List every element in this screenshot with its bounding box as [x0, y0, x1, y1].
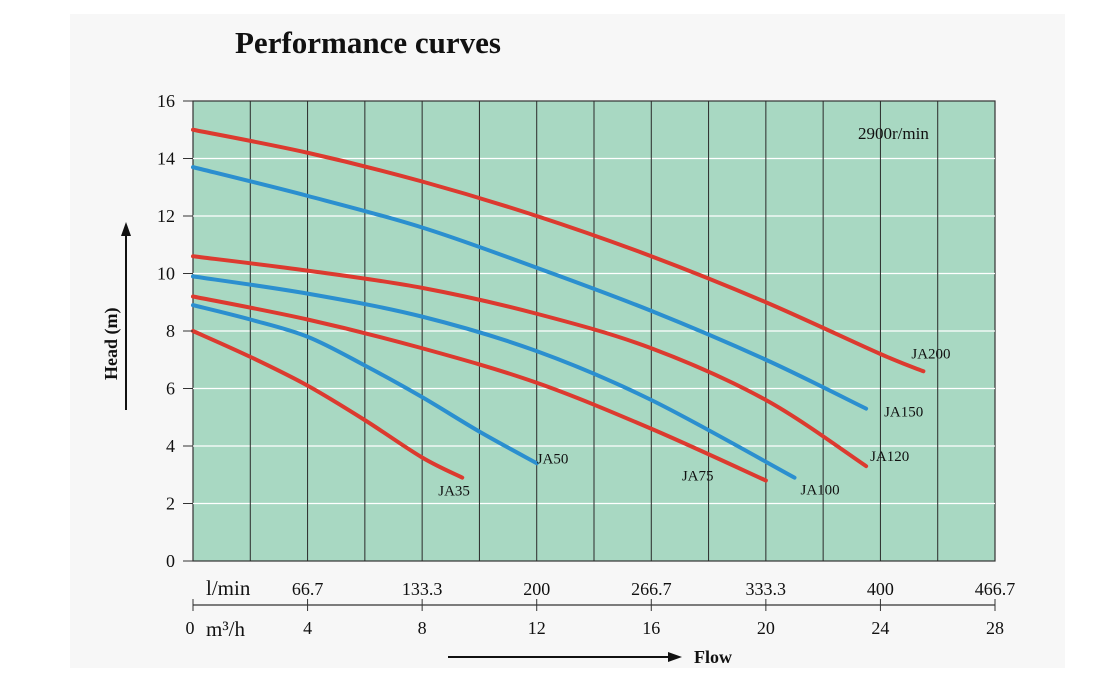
- series-line-ja100: [191, 274, 797, 480]
- x-tick-label-lmin: 133.3: [402, 579, 443, 599]
- series-label-ja200: JA200: [911, 346, 950, 362]
- y-axis-label: Head (m): [101, 308, 122, 380]
- y-axis-arrowhead: [121, 222, 131, 236]
- grid: [193, 101, 995, 561]
- y-tick-labels: 0 2 4 6 8 10 12 14 16: [157, 91, 193, 571]
- series-label-ja120: JA120: [870, 449, 909, 465]
- x-axis-arrowhead: [668, 652, 682, 662]
- x-tick-label-m3h: 20: [757, 618, 775, 638]
- series-label-ja35: JA35: [438, 484, 470, 500]
- series-line-ja75: [191, 294, 768, 483]
- series-line-ja150: [191, 165, 869, 411]
- x-tick-label-m3h: 12: [528, 618, 546, 638]
- series-line-ja120: [191, 254, 869, 469]
- x-unit-lmin: l/min: [206, 576, 251, 600]
- x-unit-m3h: m³/h: [206, 617, 245, 641]
- x-tick-label-lmin: 66.7: [292, 579, 324, 599]
- series-label-ja75: JA75: [682, 469, 714, 485]
- speed-note: 2900r/min: [858, 124, 929, 143]
- x-tick-label-lmin: 400: [867, 579, 894, 599]
- x-tick-label-m3h: 8: [418, 618, 427, 638]
- x-tick-label-lmin: 266.7: [631, 579, 672, 599]
- y-tick-label: 6: [166, 379, 175, 399]
- chart-title: Performance curves: [235, 25, 501, 60]
- x-tick-label-m3h: 28: [986, 618, 1004, 638]
- y-tick-label: 4: [166, 436, 175, 456]
- series-group: [191, 127, 926, 483]
- x-axis-label: Flow: [694, 647, 732, 667]
- series-labels: JA35 JA50 JA75 JA100 JA120 JA150 JA200: [438, 346, 950, 499]
- y-tick-label: 16: [157, 91, 175, 111]
- series-line-ja200: [191, 127, 926, 374]
- performance-chart: Performance curves JA35 JA50 JA75 JA100 JA12…: [101, 25, 1016, 667]
- series-line-ja35: [191, 329, 465, 480]
- y-tick-label: 0: [166, 551, 175, 571]
- series-line-ja50: [191, 303, 539, 466]
- x-tick-label-m3h: 16: [642, 618, 660, 638]
- y-tick-label: 2: [166, 494, 175, 514]
- x-tick-label-lmin: 200: [523, 579, 550, 599]
- x-tick-label-m3h: 0: [186, 618, 195, 638]
- series-label-ja50: JA50: [537, 451, 569, 467]
- x-tick-label-m3h: 4: [303, 618, 312, 638]
- y-tick-label: 14: [157, 149, 175, 169]
- x-tick-label-lmin: 466.7: [975, 579, 1016, 599]
- series-label-ja100: JA100: [801, 483, 840, 499]
- x-tick-label-m3h: 24: [871, 618, 889, 638]
- chart-frame: Performance curves JA35 JA50 JA75 JA100 JA12…: [70, 14, 1065, 668]
- y-tick-label: 8: [166, 321, 175, 341]
- x-tick-label-lmin: 333.3: [746, 579, 787, 599]
- series-label-ja150: JA150: [884, 405, 923, 421]
- y-tick-label: 10: [157, 264, 175, 284]
- y-tick-label: 12: [157, 206, 175, 226]
- x-tick-labels: 0 4 8 12 16 20 24 28 66.7 133.3 200 266.7 333.3 400 46…: [186, 579, 1016, 638]
